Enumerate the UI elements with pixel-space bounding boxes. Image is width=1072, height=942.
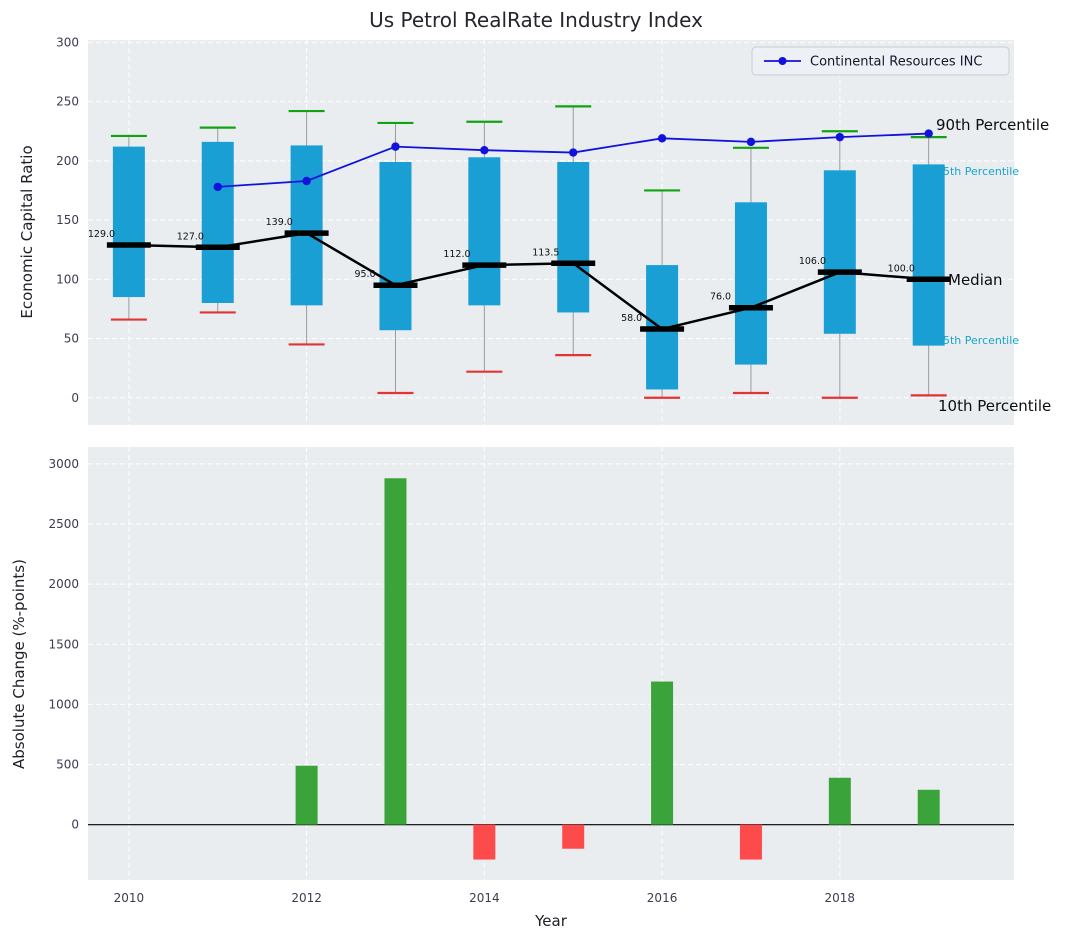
top-y-axis-label: Economic Capital Ratio — [18, 145, 36, 319]
company-line-marker — [213, 182, 222, 192]
bar-2012 — [295, 765, 318, 825]
chart-title: Us Petrol RealRate Industry Index — [369, 8, 703, 32]
legend-box — [751, 46, 1010, 76]
y-tick-label-top: 300 — [56, 35, 79, 49]
y-tick-label-bottom: 1500 — [48, 637, 79, 651]
y-tick-label-top: 150 — [56, 213, 79, 227]
bottom-y-axis-label: Absolute Change (%-points) — [10, 559, 28, 769]
median-line — [128, 231, 929, 331]
y-tick-label-bottom: 3000 — [48, 457, 79, 471]
median-value-label: 95.0 — [354, 269, 375, 280]
box-2019 — [912, 164, 945, 346]
bar-2013 — [384, 478, 407, 825]
y-tick-label-bottom: 1000 — [48, 697, 79, 711]
median-value-label: 76.0 — [710, 292, 731, 303]
box-2017 — [734, 202, 767, 365]
median-value-label: 112.0 — [443, 249, 470, 260]
median-value-label: 139.0 — [266, 217, 293, 228]
company-line-marker — [835, 132, 845, 142]
bottom-panel-bg — [88, 447, 1014, 880]
y-tick-label-bottom: 2000 — [48, 577, 79, 591]
annotation-90th-percentile: 90th Percentile — [936, 116, 1050, 134]
bar-2016 — [651, 681, 674, 825]
box-2014 — [468, 157, 501, 306]
y-tick-label-bottom: 500 — [56, 758, 79, 772]
y-tick-label-top: 250 — [56, 95, 79, 109]
y-tick-label-bottom: 0 — [71, 818, 79, 832]
bar-2019 — [917, 789, 940, 825]
company-line-marker — [302, 176, 311, 186]
median-value-label: 58.0 — [621, 313, 642, 324]
company-line-marker — [924, 129, 933, 138]
annotation-75th-percentile: 75th Percentile — [936, 165, 1020, 178]
median-value-label: 106.0 — [799, 256, 826, 267]
legend-label: Continental Resources INC — [810, 55, 982, 70]
x-axis-label: Year — [535, 912, 567, 930]
median-value-label: 129.0 — [88, 229, 115, 240]
x-tick-label: 2010 — [114, 891, 145, 905]
company-line-marker — [569, 148, 578, 157]
y-tick-label-top: 200 — [56, 154, 79, 168]
y-tick-label-top: 50 — [64, 332, 79, 346]
box-2015 — [557, 162, 590, 313]
y-tick-label-bottom: 2500 — [48, 517, 79, 531]
annotation-median: Median — [948, 271, 1003, 289]
company-line-marker — [746, 137, 756, 147]
company-line-marker — [657, 134, 667, 143]
annotation-10th-percentile: 10th Percentile — [938, 397, 1052, 415]
company-line-marker — [391, 142, 400, 151]
box-2012 — [290, 145, 323, 306]
bar-2018 — [828, 777, 851, 825]
bar-2015 — [562, 824, 585, 849]
bar-2017 — [739, 824, 762, 860]
company-line-marker — [480, 145, 489, 155]
x-tick-label: 2012 — [291, 891, 322, 905]
bar-2014 — [473, 824, 496, 860]
x-tick-label: 2018 — [825, 891, 856, 905]
x-tick-label: 2014 — [469, 891, 500, 905]
box-2018 — [823, 170, 856, 334]
median-value-label: 113.5 — [532, 247, 559, 258]
legend-marker-sample — [778, 57, 787, 65]
top-panel-bg — [88, 40, 1014, 425]
box-2011 — [201, 141, 234, 303]
box-2010 — [112, 146, 145, 298]
median-value-label: 127.0 — [177, 231, 204, 242]
annotation-25th-percentile: 25th Percentile — [936, 334, 1020, 347]
y-tick-label-top: 100 — [56, 272, 79, 286]
x-tick-label: 2016 — [647, 891, 678, 905]
y-tick-label-top: 0 — [71, 391, 79, 405]
median-value-label: 100.0 — [888, 263, 915, 274]
box-2013 — [379, 162, 412, 331]
